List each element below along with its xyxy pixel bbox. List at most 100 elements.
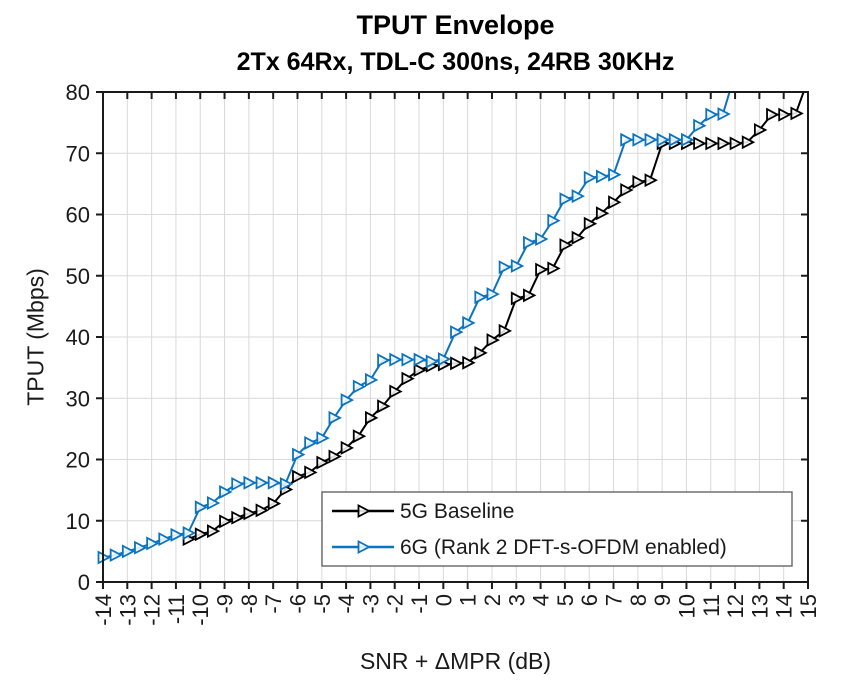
data-point-marker xyxy=(316,431,330,446)
data-point-marker xyxy=(644,132,658,147)
x-tick-label: -8 xyxy=(237,594,262,614)
data-point-marker xyxy=(693,136,707,151)
data-point-marker xyxy=(255,503,269,518)
data-point-marker xyxy=(717,136,731,151)
data-point-marker xyxy=(668,132,683,147)
data-point-marker xyxy=(292,447,306,462)
x-tick-label: 14 xyxy=(772,594,797,618)
data-point-marker xyxy=(328,449,342,464)
y-tick-label: 70 xyxy=(66,141,90,166)
data-point-marker xyxy=(340,393,355,408)
data-point-marker xyxy=(790,106,804,121)
x-axis-label: SNR + ΔMPR (dB) xyxy=(359,648,552,674)
data-point-marker xyxy=(219,514,233,529)
data-point-marker xyxy=(595,206,610,221)
data-point-marker xyxy=(510,291,525,306)
data-point-marker xyxy=(583,216,598,231)
x-tick-label: 8 xyxy=(626,594,651,606)
data-point-marker xyxy=(450,325,464,340)
data-point-marker xyxy=(571,230,585,245)
data-point-marker xyxy=(231,510,245,525)
x-tick-label: -3 xyxy=(358,594,383,614)
x-tick-label: -7 xyxy=(261,594,286,614)
data-point-marker xyxy=(608,167,622,182)
data-point-marker xyxy=(316,455,330,470)
data-point-marker xyxy=(194,527,209,542)
data-point-marker xyxy=(255,475,269,490)
chart-title: TPUT Envelope xyxy=(356,10,555,40)
x-tick-label: 7 xyxy=(602,594,627,606)
data-point-marker xyxy=(206,524,221,539)
data-point-marker xyxy=(158,532,172,547)
data-point-marker xyxy=(267,475,282,490)
data-point-marker xyxy=(547,261,561,276)
data-point-marker xyxy=(450,356,464,371)
data-point-marker xyxy=(340,440,355,455)
data-point-marker xyxy=(523,235,537,250)
x-tick-label: 11 xyxy=(699,594,724,617)
data-point-marker xyxy=(705,136,719,151)
legend-marker-6g xyxy=(357,540,371,554)
data-point-marker xyxy=(523,288,537,303)
data-point-marker xyxy=(304,435,318,450)
data-point-marker xyxy=(328,410,342,425)
data-point-marker xyxy=(304,465,318,480)
y-tick-label: 80 xyxy=(66,80,90,105)
data-point-marker xyxy=(741,135,756,150)
data-point-marker xyxy=(632,132,646,147)
x-tick-label: 0 xyxy=(431,594,456,606)
data-point-marker xyxy=(377,399,391,414)
data-point-marker xyxy=(535,262,549,277)
data-point-marker xyxy=(365,372,379,387)
data-point-marker xyxy=(766,107,780,122)
x-tick-label: 13 xyxy=(747,594,772,618)
y-tick-label: 0 xyxy=(78,570,90,595)
data-point-marker xyxy=(219,484,233,499)
data-point-marker xyxy=(267,496,282,511)
data-point-marker xyxy=(656,132,671,147)
y-axis-label: TPUT (Mbps) xyxy=(22,268,49,406)
data-point-marker xyxy=(425,354,440,369)
data-point-marker xyxy=(729,136,744,151)
data-point-marker xyxy=(182,526,197,540)
data-point-marker xyxy=(498,260,513,275)
data-point-marker xyxy=(401,371,415,386)
data-point-marker xyxy=(352,429,367,444)
x-tick-label: 10 xyxy=(674,594,699,618)
data-point-marker xyxy=(681,132,695,147)
data-point-marker xyxy=(413,352,427,367)
data-point-marker xyxy=(389,352,403,367)
x-tick-label: 3 xyxy=(504,594,529,606)
data-point-marker xyxy=(753,122,768,137)
chart-subtitle: 2Tx 64Rx, TDL-C 300ns, 24RB 30KHz xyxy=(236,48,675,76)
data-point-marker xyxy=(206,495,221,510)
data-point-marker xyxy=(437,352,452,367)
data-point-marker xyxy=(292,469,306,484)
data-point-marker xyxy=(559,238,573,253)
data-point-marker xyxy=(535,232,549,246)
data-point-marker xyxy=(194,500,209,515)
y-tick-labels: 0 10 20 30 40 50 60 70 80 xyxy=(66,80,90,595)
data-point-marker xyxy=(620,132,634,147)
data-point-marker xyxy=(559,192,573,207)
x-tick-label: 9 xyxy=(650,594,675,606)
data-point-marker xyxy=(462,355,476,370)
data-point-marker xyxy=(377,353,391,368)
data-point-marker xyxy=(778,107,792,122)
y-tick-label: 40 xyxy=(66,325,90,350)
data-point-marker xyxy=(121,544,136,559)
data-point-marker xyxy=(109,548,124,563)
legend-label-6g: 6G (Rank 2 DFT-s-OFDM enabled) xyxy=(400,536,727,559)
x-tick-label: -13 xyxy=(115,594,140,626)
data-point-marker xyxy=(170,527,184,542)
data-point-marker xyxy=(632,175,646,190)
data-point-marker xyxy=(644,173,658,188)
x-tick-label: -2 xyxy=(383,594,408,614)
data-point-marker xyxy=(352,379,367,394)
x-tick-label: 1 xyxy=(456,594,481,606)
data-point-marker xyxy=(693,118,707,133)
y-tick-label: 60 xyxy=(66,203,90,228)
y-tick-label: 30 xyxy=(66,386,90,411)
x-tick-label: -5 xyxy=(310,594,335,614)
